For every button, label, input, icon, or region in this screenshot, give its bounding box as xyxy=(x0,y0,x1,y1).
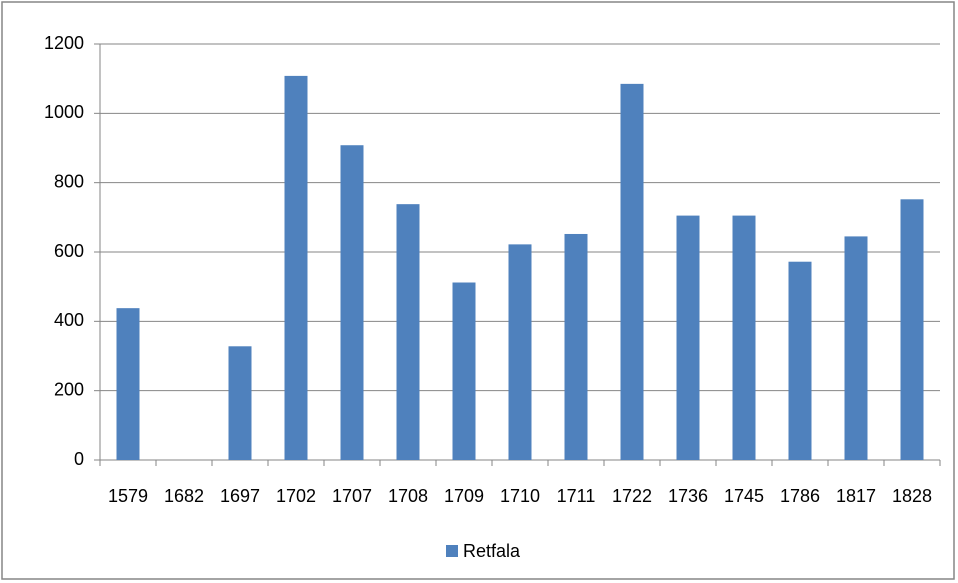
bar xyxy=(116,308,140,460)
bar xyxy=(844,236,868,460)
bar xyxy=(396,204,420,460)
bar xyxy=(732,215,756,460)
x-tick-label: 1736 xyxy=(668,486,708,506)
x-tick-label: 1682 xyxy=(164,486,204,506)
y-tick-label: 600 xyxy=(54,241,84,261)
y-tick-label: 400 xyxy=(54,310,84,330)
x-tick-label: 1707 xyxy=(332,486,372,506)
bar xyxy=(508,244,532,460)
y-tick-label: 800 xyxy=(54,171,84,191)
legend-swatch xyxy=(446,545,458,557)
y-tick-label: 1200 xyxy=(44,33,84,53)
bar xyxy=(676,215,700,460)
x-tick-label: 1817 xyxy=(836,486,876,506)
bar xyxy=(452,282,476,460)
bar xyxy=(620,83,644,460)
y-tick-label: 200 xyxy=(54,379,84,399)
x-tick-label: 1745 xyxy=(724,486,764,506)
x-tick-label: 1579 xyxy=(108,486,148,506)
bar xyxy=(284,75,308,460)
y-tick-label: 0 xyxy=(74,449,84,469)
x-tick-label: 1697 xyxy=(220,486,260,506)
x-tick-label: 1709 xyxy=(444,486,484,506)
x-tick-label: 1786 xyxy=(780,486,820,506)
x-tick-label: 1722 xyxy=(612,486,652,506)
x-tick-label: 1710 xyxy=(500,486,540,506)
y-tick-label: 1000 xyxy=(44,102,84,122)
x-tick-label: 1828 xyxy=(892,486,932,506)
bar xyxy=(228,346,252,460)
bar xyxy=(900,199,924,460)
x-tick-label: 1702 xyxy=(276,486,316,506)
bar xyxy=(564,233,588,460)
legend-label: Retfala xyxy=(463,541,521,561)
bar xyxy=(788,261,812,460)
x-tick-label: 1708 xyxy=(388,486,428,506)
bar xyxy=(340,145,364,460)
x-tick-label: 1711 xyxy=(557,486,596,506)
